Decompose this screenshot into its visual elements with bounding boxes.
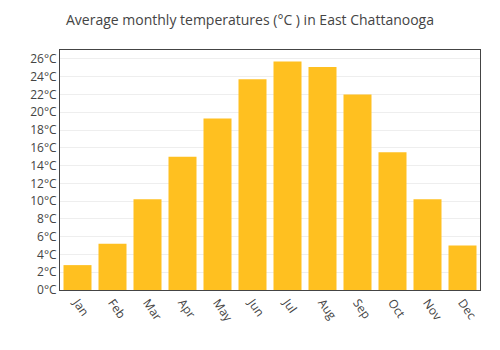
- svg-text:Oct: Oct: [384, 295, 409, 321]
- svg-text:Mar: Mar: [139, 295, 166, 323]
- svg-text:14°C: 14°C: [30, 157, 57, 174]
- svg-text:26°C: 26°C: [30, 50, 57, 67]
- svg-text:Jul: Jul: [279, 295, 301, 317]
- svg-text:12°C: 12°C: [30, 175, 57, 192]
- svg-text:18°C: 18°C: [30, 121, 57, 138]
- svg-text:Aug: Aug: [314, 295, 341, 323]
- svg-text:22°C: 22°C: [30, 86, 57, 103]
- svg-text:16°C: 16°C: [30, 139, 57, 156]
- svg-text:Jun: Jun: [244, 295, 269, 320]
- svg-text:4°C: 4°C: [37, 246, 57, 263]
- svg-text:Apr: Apr: [174, 295, 199, 321]
- svg-text:Nov: Nov: [419, 295, 446, 323]
- svg-text:24°C: 24°C: [30, 68, 57, 85]
- svg-text:Average monthly temperatures (: Average monthly temperatures (°C ) in Ea…: [66, 10, 434, 29]
- svg-text:20°C: 20°C: [30, 103, 57, 120]
- svg-text:2°C: 2°C: [37, 263, 57, 280]
- svg-text:8°C: 8°C: [37, 210, 57, 227]
- svg-text:Jan: Jan: [69, 295, 93, 320]
- svg-text:Sep: Sep: [349, 295, 375, 322]
- svg-text:Dec: Dec: [454, 295, 480, 322]
- svg-text:6°C: 6°C: [37, 228, 57, 245]
- svg-text:10°C: 10°C: [30, 192, 57, 209]
- svg-text:May: May: [209, 295, 237, 325]
- svg-text:0°C: 0°C: [37, 281, 57, 298]
- svg-text:Feb: Feb: [104, 295, 130, 321]
